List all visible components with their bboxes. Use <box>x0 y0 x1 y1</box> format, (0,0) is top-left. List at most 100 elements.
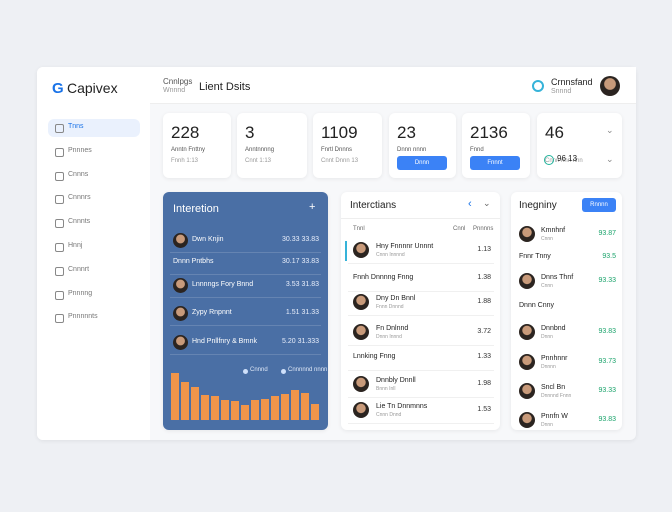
row-value: 1.13 <box>477 246 491 253</box>
bar <box>291 390 299 420</box>
nav-item[interactable]: Cnnnts <box>68 218 91 226</box>
bar <box>221 400 229 420</box>
stat-label: Fnnd <box>470 147 484 153</box>
row-sub: Dnnnn <box>541 364 556 370</box>
nav-item[interactable]: Cnnnrs <box>68 194 91 202</box>
stat-sub: Cnnt 1:13 <box>245 158 272 164</box>
stat-sub: Fnnh 1:13 <box>171 158 199 164</box>
breadcrumb: Cnnlpgs <box>163 77 193 86</box>
row-divider <box>348 397 494 398</box>
stat-sub: Cnnt Dnnn 13 <box>321 158 359 164</box>
stat-card <box>237 113 307 178</box>
nav-icon[interactable] <box>55 290 64 300</box>
row-value: 93.33 <box>598 277 616 284</box>
bar <box>211 396 219 420</box>
avatar <box>519 324 535 340</box>
row-name: Zypy Rnpnnt <box>192 309 232 316</box>
table-title: Interctians <box>350 200 397 211</box>
row-name: Lnnking Fnng <box>353 353 396 360</box>
avatar <box>353 402 369 418</box>
row-value: 5.20 31.333 <box>282 338 319 345</box>
breadcrumb: Wnnnd <box>163 87 186 94</box>
nav-icon[interactable] <box>55 243 64 252</box>
row-sub: Dnnnnd Fnnn <box>541 393 572 399</box>
legend-dot <box>243 369 248 374</box>
nav-item[interactable]: Cnnnrt <box>68 265 90 273</box>
nav-icon[interactable] <box>55 195 64 205</box>
nav-item[interactable]: Pnnnng <box>68 289 93 297</box>
imaging-button[interactable]: Rnnnn <box>582 198 616 212</box>
row-sub: Bnnn Inll <box>376 386 396 392</box>
interactions-panel <box>163 192 328 430</box>
row-divider <box>170 354 321 355</box>
row-divider <box>348 291 494 292</box>
stat-label: Fnrtl Dnnns <box>321 147 353 153</box>
row-highlight <box>345 241 347 261</box>
stat-label: Anntnnnng <box>245 147 275 153</box>
nav-item[interactable]: Cnnns <box>68 170 89 178</box>
row-name: Sncl Bn <box>541 384 566 391</box>
nav-icon[interactable] <box>55 219 64 229</box>
imaging-title: Inegniny <box>519 200 557 211</box>
row-value: 93.33 <box>598 387 616 394</box>
prev-button[interactable]: ‹ <box>468 198 472 210</box>
row-name: Hny Fnnnnr Unnnt <box>376 243 434 250</box>
row-name: Fn Dnlnnd <box>376 325 409 332</box>
stat-value: 46 <box>545 123 564 142</box>
avatar <box>173 278 188 293</box>
chevron[interactable]: ⌄ <box>606 154 614 164</box>
logo-icon: G <box>52 80 64 97</box>
nav-icon[interactable] <box>55 147 64 157</box>
stat-button[interactable]: Dnnn <box>397 156 447 170</box>
row-sub: Dnnn <box>541 422 553 428</box>
bar <box>271 396 279 420</box>
bar <box>201 395 209 420</box>
avatar <box>519 354 535 370</box>
bar <box>261 399 269 420</box>
row-value: 1.51 31.33 <box>285 309 319 316</box>
avatar <box>353 376 369 392</box>
nav-icon[interactable] <box>55 314 64 324</box>
stat-card <box>537 113 622 178</box>
logo: Capivex <box>67 80 118 96</box>
avatar <box>519 412 535 428</box>
row-value: 3.72 <box>477 328 491 335</box>
dropdown[interactable]: ⌄ <box>483 198 491 208</box>
row-divider <box>348 315 494 316</box>
avatar <box>519 383 535 399</box>
column-header: Cnnl <box>453 226 466 232</box>
avatar <box>519 273 535 289</box>
avatar <box>173 233 188 248</box>
row-sub: Cnnn Innnnd <box>376 252 405 258</box>
add-icon[interactable]: + <box>309 201 316 213</box>
legend-label: Cnnnd <box>250 367 268 373</box>
bar <box>181 382 189 420</box>
nav-icon[interactable] <box>55 266 64 276</box>
stat-badge: 96 13 <box>557 154 578 163</box>
row-name: Dnnn Cnny <box>519 302 555 309</box>
user-avatar[interactable] <box>600 76 620 96</box>
nav-icon[interactable] <box>55 171 64 181</box>
avatar <box>353 324 369 340</box>
badge-icon <box>544 155 554 165</box>
row-value: 93.83 <box>598 416 616 423</box>
chevron[interactable]: ⌄ <box>606 125 614 135</box>
nav-item[interactable]: Tnns <box>68 123 84 130</box>
row-value: 1.88 <box>477 298 491 305</box>
nav-item[interactable]: Hnnj <box>68 242 83 249</box>
row-name: Dny Dn Bnnl <box>376 295 416 302</box>
row-divider <box>348 345 494 346</box>
divider <box>341 218 500 219</box>
user-name: Crnnsfand <box>551 77 593 87</box>
row-sub: Fnnn Dnnnd <box>376 304 404 310</box>
row-value: 3.53 31.83 <box>285 281 319 288</box>
legend-label: Cnnnnnd nnnn <box>288 367 328 373</box>
stat-button[interactable]: Fnnnt <box>470 156 520 170</box>
interactions-table <box>341 192 500 430</box>
row-name: Dwn Knjin <box>192 236 224 243</box>
row-divider <box>170 274 321 275</box>
row-value: 93.87 <box>598 230 616 237</box>
nav-item[interactable]: Pnnnes <box>68 146 92 154</box>
nav-icon[interactable] <box>55 124 64 133</box>
nav-item[interactable]: Pnnnnnts <box>68 313 98 321</box>
